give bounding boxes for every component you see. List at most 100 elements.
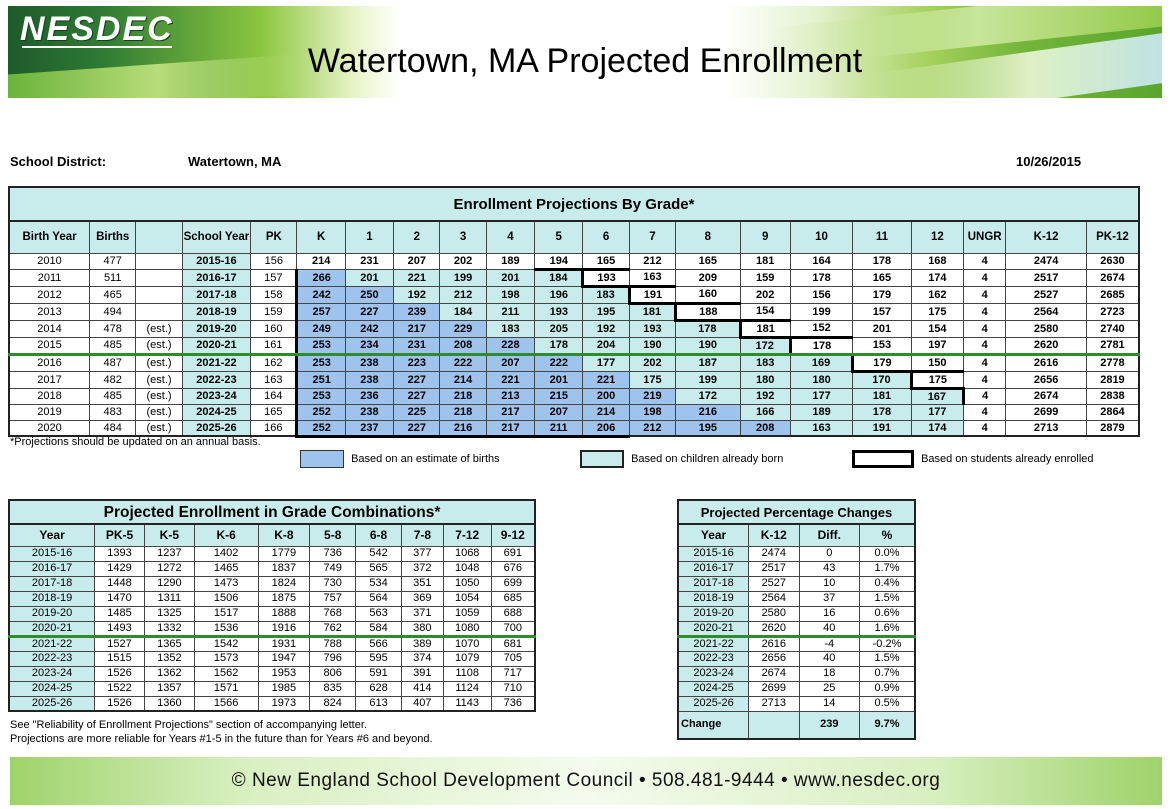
- table-cell: 2819: [1085, 370, 1140, 389]
- table-cell: 1506: [193, 590, 259, 607]
- year-cell: 2017-18: [677, 575, 750, 592]
- table-cell: 162: [910, 285, 965, 304]
- table-cell: 201: [534, 370, 584, 389]
- table-cell: 206: [582, 419, 630, 438]
- table-cell: 2019: [8, 403, 91, 421]
- table-row: 2017 482 (est.) 2022-23 163 251 238 227 214 221 20…: [8, 369, 1140, 389]
- table-cell: 564: [355, 590, 402, 607]
- table-cell: 1931: [257, 635, 311, 652]
- table-cell: 189: [789, 403, 854, 421]
- table-cell: 178: [789, 335, 854, 356]
- table-cell: 414: [400, 680, 444, 697]
- table-cell: 676: [490, 560, 536, 577]
- table-cell: 2674: [1005, 387, 1087, 405]
- table-row: 2019-20 2580 16 0.6%: [677, 605, 916, 622]
- table-cell: 158: [250, 285, 298, 304]
- logo-underline: [22, 46, 172, 48]
- enrollment-projections-title: Enrollment Projections By Grade*: [8, 186, 1140, 220]
- table-cell: 0.4%: [859, 575, 916, 592]
- table-cell: 159: [250, 302, 298, 321]
- table-cell: 2015: [8, 336, 91, 356]
- table-cell: 1824: [257, 575, 311, 592]
- table-cell: 183: [739, 353, 791, 372]
- table-cell: 181: [852, 387, 912, 405]
- table-cell: 1536: [193, 620, 259, 638]
- table-cell: 177: [789, 387, 854, 405]
- table-cell: 216: [675, 403, 741, 421]
- table-cell: 391: [400, 665, 444, 682]
- table-cell: 227: [393, 370, 441, 389]
- table-cell: 1888: [257, 605, 311, 622]
- table-cell: 165: [250, 403, 298, 421]
- column-header: 10: [789, 220, 854, 254]
- table-cell: 253: [295, 336, 346, 356]
- enrollment-projections-section: Enrollment Projections By Grade* Birth Y…: [8, 186, 1140, 438]
- column-header: 5-8: [309, 523, 357, 547]
- table-cell: 18: [798, 665, 861, 682]
- table-cell: 181: [628, 301, 678, 321]
- table-cell: 2616: [748, 635, 800, 652]
- table-cell: 4: [963, 252, 1007, 270]
- table-cell: 216: [439, 419, 487, 438]
- table-cell: 1470: [94, 590, 145, 607]
- table-cell: 184: [439, 302, 487, 321]
- table-cell: 2527: [1005, 285, 1087, 304]
- table-cell: 835: [309, 680, 357, 697]
- school-year-cell: 2017-18: [181, 285, 252, 304]
- table-cell: 613: [355, 695, 402, 712]
- change-label: Change: [677, 710, 750, 740]
- table-row: 2022-23 2656 40 1.5%: [677, 650, 916, 667]
- table-cell: 165: [675, 252, 741, 270]
- legend-label: Based on children already born: [631, 452, 784, 465]
- table-row: 2021-22 1527 1365 1542 1931 788 566 389 1070 681: [8, 635, 536, 652]
- table-cell: 2713: [748, 695, 800, 712]
- table-cell: 1485: [94, 605, 145, 622]
- table-cell: 2016: [8, 353, 91, 372]
- table-cell: 736: [309, 545, 357, 562]
- table-row: 2020-21 2620 40 1.6%: [677, 620, 916, 638]
- table-cell: 168: [910, 252, 965, 270]
- school-year-cell: 2024-25: [181, 403, 252, 421]
- table-cell: 2517: [1005, 268, 1087, 287]
- table-cell: 4: [963, 285, 1007, 304]
- year-cell: 2025-26: [677, 695, 750, 712]
- table-cell: 10: [798, 575, 861, 592]
- table-row: 2016-17 2517 43 1.7%: [677, 560, 916, 577]
- table-cell: 380: [400, 620, 444, 638]
- table-cell: 2879: [1085, 419, 1140, 437]
- table-cell: [135, 268, 183, 287]
- table-cell: 183: [485, 319, 536, 338]
- table-cell: 251: [295, 370, 346, 389]
- table-cell: 4: [963, 319, 1007, 338]
- table-cell: 238: [344, 370, 395, 389]
- table-cell: 163: [789, 419, 854, 437]
- table-cell: 700: [490, 620, 536, 638]
- table-cell: 188: [675, 301, 741, 321]
- table-cell: 217: [485, 419, 536, 438]
- table-cell: 389: [400, 635, 444, 652]
- table-cell: 465: [89, 285, 137, 304]
- table-cell: 252: [295, 419, 346, 438]
- change-pct: 9.7%: [859, 710, 916, 740]
- table-cell: 16: [798, 605, 861, 622]
- table-row: 2021-22 2616 -4 -0.2%: [677, 635, 916, 652]
- table-cell: 160: [250, 319, 298, 338]
- school-year-cell: 2023-24: [181, 387, 252, 405]
- reliability-notes: See "Reliability of Enrollment Projectio…: [10, 718, 433, 746]
- table-cell: [135, 302, 183, 321]
- table-cell: 252: [295, 403, 346, 421]
- table-cell: 1048: [442, 560, 492, 577]
- table-row: 2023-24 2674 18 0.7%: [677, 665, 916, 682]
- table-cell: 1953: [257, 665, 311, 682]
- table-cell: 2620: [748, 620, 800, 638]
- year-cell: 2015-16: [8, 545, 96, 562]
- table-cell: 487: [89, 353, 137, 372]
- column-header: 4: [485, 220, 536, 254]
- table-cell: 154: [910, 319, 965, 338]
- page-title: Watertown, MA Projected Enrollment: [307, 42, 863, 80]
- reliability-note-2: Projections are more reliable for Years …: [10, 733, 433, 745]
- table-cell: 163: [628, 268, 677, 287]
- table-cell: 1068: [442, 545, 492, 562]
- table-cell: 2580: [1005, 319, 1087, 338]
- table-cell: 482: [89, 370, 137, 389]
